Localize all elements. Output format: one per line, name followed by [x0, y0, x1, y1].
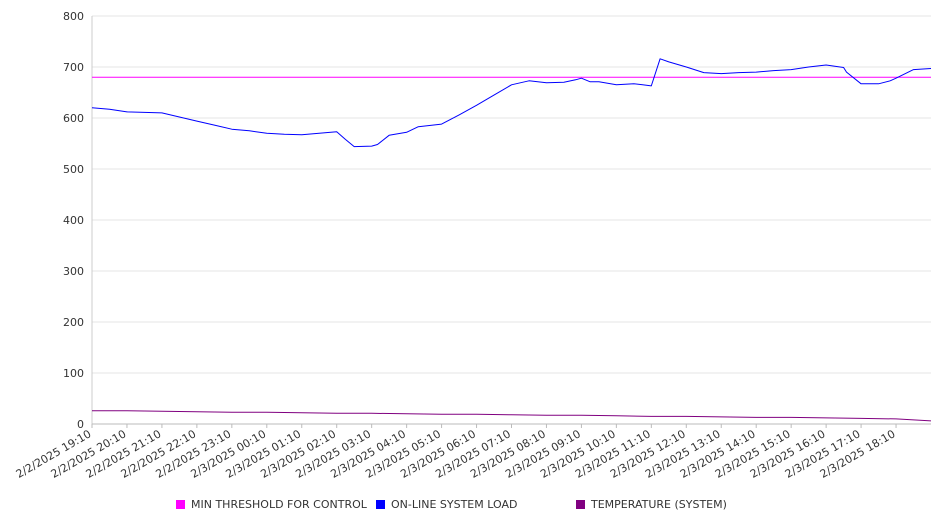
legend-label-temperature: TEMPERATURE (SYSTEM) — [591, 498, 727, 511]
y-tick-label: 600 — [63, 112, 84, 125]
y-tick-label: 300 — [63, 265, 84, 278]
series-line-system-load — [91, 58, 932, 148]
y-tick-label: 200 — [63, 316, 84, 329]
legend: MIN THRESHOLD FOR CONTROL ON-LINE SYSTEM… — [0, 498, 946, 516]
legend-swatch-threshold — [176, 500, 185, 509]
y-tick-label: 400 — [63, 214, 84, 227]
legend-label-threshold: MIN THRESHOLD FOR CONTROL — [191, 498, 367, 511]
y-tick-label: 700 — [63, 61, 84, 74]
legend-item-temperature: TEMPERATURE (SYSTEM) — [576, 498, 727, 511]
y-tick-label: 0 — [77, 418, 84, 431]
x-axis-tick-labels: 2/2/2025 19:102/2/2025 20:102/2/2025 21:… — [14, 427, 898, 481]
legend-item-system-load: ON-LINE SYSTEM LOAD — [376, 498, 517, 511]
axes — [91, 16, 931, 428]
legend-label-system-load: ON-LINE SYSTEM LOAD — [391, 498, 518, 511]
y-axis-tick-labels: 0 100 200 300 400 500 600 700 800 — [63, 10, 84, 431]
series-line-temperature — [92, 410, 932, 422]
series-lines — [91, 58, 932, 422]
legend-item-threshold: MIN THRESHOLD FOR CONTROL — [176, 498, 367, 511]
y-tick-label: 800 — [63, 10, 84, 23]
legend-swatch-system-load — [376, 500, 385, 509]
legend-swatch-temperature — [576, 500, 585, 509]
grid — [92, 15, 931, 374]
y-tick-label: 100 — [63, 367, 84, 380]
y-tick-label: 500 — [63, 163, 84, 176]
